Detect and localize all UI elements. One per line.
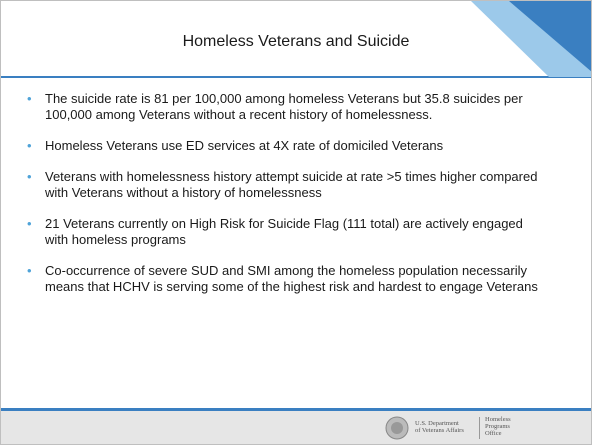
office: Homeless Programs Office [485, 416, 511, 437]
office-line: Homeless [485, 416, 511, 423]
bullet-list: The suicide rate is 81 per 100,000 among… [27, 91, 547, 310]
office-line: Programs [485, 423, 510, 430]
divider [479, 417, 480, 439]
department: U.S. Department of Veterans Affairs [415, 420, 464, 434]
bullet: Homeless Veterans use ED services at 4X … [27, 138, 547, 154]
header-decoration [1, 1, 591, 78]
department-line: of Veterans Affairs [415, 427, 464, 434]
seal [385, 416, 409, 440]
office-line: Office [485, 430, 502, 437]
bullet: 21 Veterans currently on High Risk for S… [27, 216, 547, 248]
bullet: Veterans with homelessness history attem… [27, 169, 547, 201]
slide-title: Homeless Veterans and Suicide [182, 33, 410, 50]
bullet: Co-occurrence of severe SUD and SMI amon… [27, 263, 547, 295]
footer: U.S. Department of Veterans Affairs Home… [1, 408, 591, 444]
bullet: The suicide rate is 81 per 100,000 among… [27, 91, 547, 123]
department-line: U.S. Department [415, 420, 459, 427]
